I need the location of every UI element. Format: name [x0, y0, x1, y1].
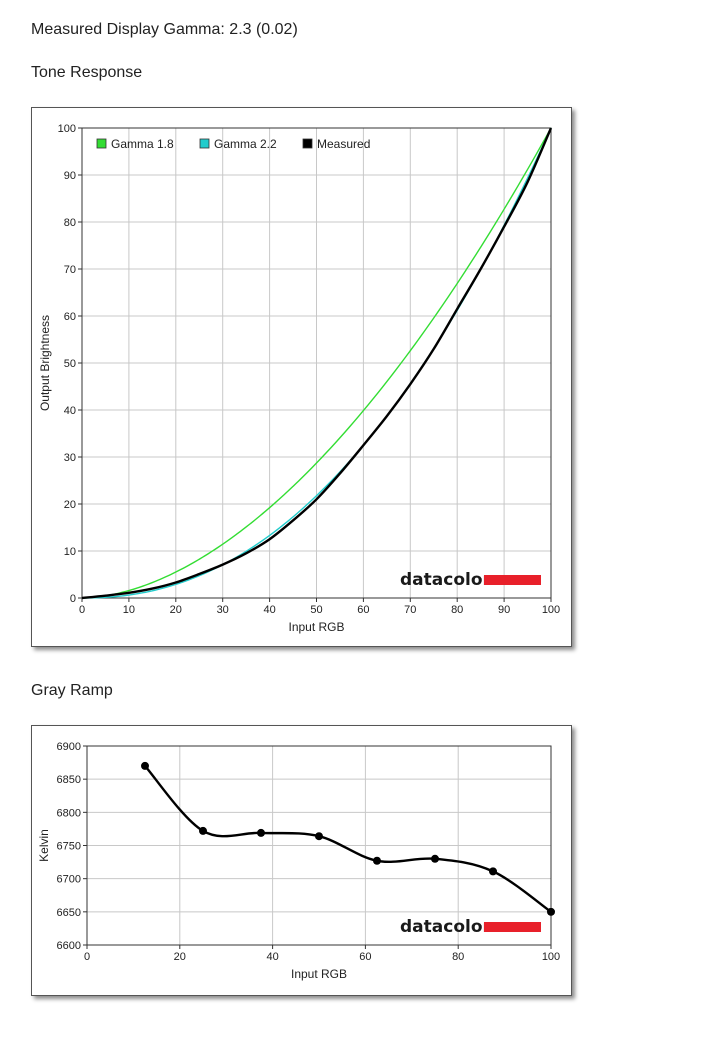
series-line-measured: [81, 127, 553, 600]
data-point: [373, 856, 381, 865]
y-tick-label: 6600: [57, 940, 81, 952]
datacolor-logo-bar: [484, 575, 541, 585]
x-axis-label: Input RGB: [291, 967, 347, 981]
datacolor-logo-bar: [484, 922, 541, 932]
y-tick-label: 6850: [57, 774, 81, 786]
y-axis-label: Kelvin: [37, 829, 51, 862]
legend-label-gamma-1-8: Gamma 1.8: [111, 137, 174, 151]
x-tick-label: 60: [359, 951, 371, 963]
legend-label-gamma-2-2: Gamma 2.2: [214, 137, 277, 151]
y-tick-label: 6650: [57, 907, 81, 919]
y-tick-label: 6800: [57, 807, 81, 819]
data-point: [315, 832, 323, 841]
gray-ramp-chart-panel: 0 20 40 60 80 100 6600 6650 6700 6750 6800 6850 6900…: [31, 725, 572, 996]
y-tick-label: 30: [64, 452, 76, 464]
y-tick-label: 80: [64, 217, 76, 229]
data-point: [141, 761, 149, 770]
x-tick-label: 100: [542, 604, 560, 616]
y-tick-label: 6700: [57, 874, 81, 886]
datacolor-logo-text: datacolor: [400, 570, 492, 590]
y-tick-label: 90: [64, 170, 76, 182]
series-line-measured: [144, 765, 552, 913]
y-tick-label: 60: [64, 311, 76, 323]
gray-ramp-heading: Gray Ramp: [31, 682, 113, 699]
legend-swatch-gamma-1-8: [96, 138, 107, 149]
x-tick-label: 60: [357, 604, 369, 616]
tone-response-heading: Tone Response: [31, 64, 143, 81]
data-point: [199, 826, 207, 835]
measured-gamma-heading: Measured Display Gamma: 2.3 (0.02): [31, 21, 298, 38]
datacolor-logo-text: datacolor: [400, 917, 492, 937]
legend-swatch-measured: [302, 138, 313, 149]
x-tick-label: 50: [310, 604, 322, 616]
legend-label-measured: Measured: [317, 137, 370, 151]
x-axis-label: Input RGB: [288, 620, 344, 634]
x-tick-label: 80: [452, 951, 464, 963]
x-tick-label: 0: [84, 951, 90, 963]
y-tick-label: 50: [64, 358, 76, 370]
x-tick-label: 20: [170, 604, 182, 616]
y-axis-label: Output Brightness: [38, 315, 52, 411]
y-tick-label: 40: [64, 405, 76, 417]
data-point: [257, 828, 265, 837]
series-line-gamma-1-8: [81, 127, 552, 599]
tone-response-chart-panel: 0 10 20 30 40 50 60 70 80 90 100 0 10 20 30 40 50 60 70 80 9…: [31, 107, 572, 647]
data-point: [489, 867, 497, 876]
y-tick-label: 0: [70, 593, 76, 605]
x-tick-label: 40: [266, 951, 278, 963]
x-tick-label: 10: [123, 604, 135, 616]
gray-ramp-chart: 0 20 40 60 80 100 6600 6650 6700 6750 6800 6850 6900…: [37, 741, 560, 981]
x-tick-label: 80: [451, 604, 463, 616]
x-tick-label: 0: [79, 604, 85, 616]
x-tick-label: 30: [217, 604, 229, 616]
y-tick-label: 6900: [57, 741, 81, 753]
legend-swatch-gamma-2-2: [199, 138, 210, 149]
x-tick-label: 40: [263, 604, 275, 616]
data-point: [431, 854, 439, 863]
x-tick-label: 90: [498, 604, 510, 616]
x-tick-label: 100: [542, 951, 560, 963]
y-tick-label: 100: [58, 123, 76, 135]
y-tick-label: 20: [64, 499, 76, 511]
y-tick-label: 6750: [57, 841, 81, 853]
x-tick-label: 20: [174, 951, 186, 963]
data-point: [547, 907, 555, 916]
tone-response-chart: 0 10 20 30 40 50 60 70 80 90 100 0 10 20 30 40 50 60 70 80 9…: [38, 123, 560, 634]
x-tick-label: 70: [404, 604, 416, 616]
y-tick-label: 70: [64, 264, 76, 276]
y-tick-label: 10: [64, 546, 76, 558]
